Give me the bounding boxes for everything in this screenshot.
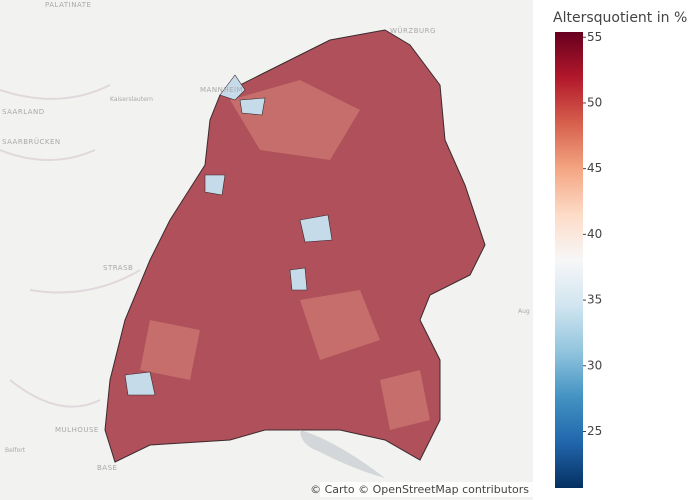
attribution-bg	[320, 482, 533, 497]
map-label: STRASB	[103, 264, 133, 272]
map-label: SAARBRÜCKEN	[2, 137, 61, 146]
region-patches	[140, 80, 430, 430]
map-label: Aug	[518, 308, 530, 315]
colorbar	[555, 32, 583, 488]
colorbar-title: Altersquotient in %	[553, 10, 687, 26]
colorbar-tick-label: 50	[587, 95, 602, 109]
map-label: Kaiserslautern	[110, 96, 153, 103]
map-label: WÜRZBURG	[390, 26, 436, 35]
map-label: SAARLAND	[2, 108, 45, 116]
lake	[300, 430, 385, 478]
map-label: MULHOUSE	[55, 426, 99, 434]
colorbar-tick-label: 40	[587, 227, 602, 241]
colorbar-tick-label: 30	[587, 358, 602, 372]
colorbar-tick-label: 35	[587, 293, 602, 307]
colorbar-tick-label: 55	[587, 30, 602, 44]
map-label: Belfort	[5, 447, 26, 454]
map-label: PALATINATE	[45, 1, 91, 9]
map-label: BASE	[97, 464, 117, 472]
colorbar-tick-label: 25	[587, 424, 602, 438]
attribution[interactable]: © Carto © OpenStreetMap contributors	[310, 483, 529, 496]
border-lines	[0, 84, 141, 408]
low-value-patches	[124, 74, 333, 396]
map-label: MANNHEIM	[200, 86, 243, 94]
colorbar-tick-label: 45	[587, 161, 602, 175]
